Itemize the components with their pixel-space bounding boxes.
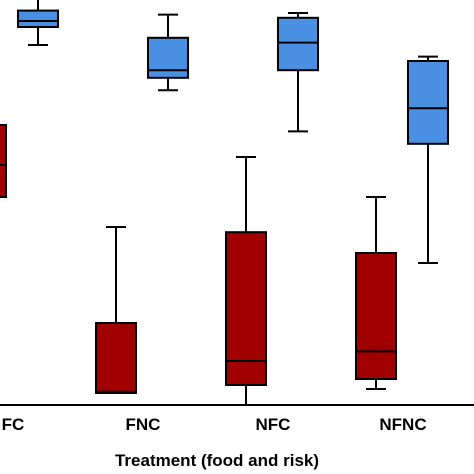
box-blue-fc (17, 0, 59, 46)
box-blue-fnc (147, 13, 189, 92)
box-iqr (277, 16, 319, 72)
x-tick-nfnc: NFNC (379, 415, 426, 434)
box-iqr (225, 231, 267, 386)
box-iqr (355, 252, 397, 380)
box-iqr (17, 9, 59, 28)
box-iqr (407, 60, 449, 145)
box-blue-nfc (277, 12, 319, 133)
x-axis-title: Treatment (food and risk) (115, 451, 319, 470)
plot-area (0, 0, 449, 406)
box-iqr (95, 322, 137, 394)
x-tick-fc: FC (2, 415, 25, 434)
box-iqr (0, 124, 7, 198)
box-red-nfc (225, 156, 267, 406)
x-tick-labels: FC FNC NFC NFNC (2, 415, 427, 434)
box-iqr (147, 36, 189, 79)
box-red-fc (0, 124, 7, 198)
x-tick-fnc: FNC (126, 415, 161, 434)
box-red-fnc (95, 226, 137, 394)
x-tick-nfc: NFC (256, 415, 291, 434)
box-blue-nfnc (407, 55, 449, 264)
box-red-nfnc (355, 196, 397, 390)
